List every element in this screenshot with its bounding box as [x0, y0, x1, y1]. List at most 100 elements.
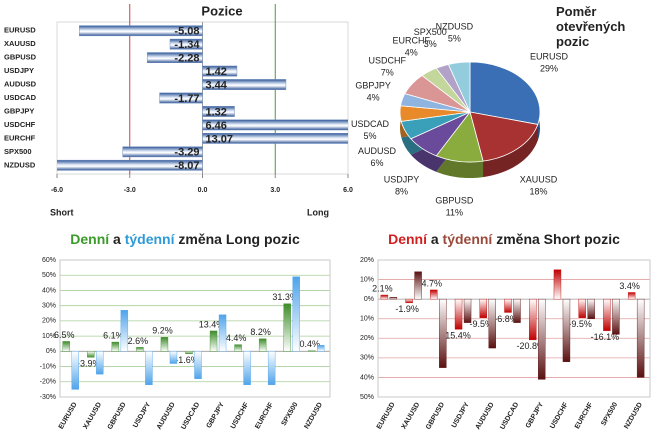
bar — [283, 303, 291, 352]
x-tick-label: SPX500 — [281, 401, 300, 427]
x-tick-label: USDJPY — [451, 401, 471, 429]
y-tick-label: 30% — [360, 355, 374, 362]
slice-value: 5% — [448, 33, 461, 43]
slice-value: 8% — [395, 187, 408, 197]
y-tick-label: 60% — [42, 257, 56, 264]
x-tick-label: NZDUSD — [623, 401, 644, 430]
y-tick-label: 40% — [42, 287, 56, 294]
category-label: EURUSD — [4, 26, 36, 35]
bar — [234, 344, 242, 352]
x-tick-label: AUDUSD — [156, 401, 177, 430]
value-label: 3.44 — [206, 79, 228, 91]
slice-name: GBPUSD — [435, 195, 474, 205]
value-label: -3.29 — [174, 147, 199, 159]
slice-name: USDJPY — [384, 175, 420, 185]
bar — [317, 345, 325, 352]
title-part: a — [113, 231, 121, 247]
bar — [258, 338, 267, 352]
x-tick-label: SPX500 — [600, 401, 619, 427]
slice-value: 4% — [367, 92, 380, 102]
bar — [146, 52, 203, 63]
long-label: Long — [307, 207, 329, 217]
value-label: 31.3% — [272, 292, 298, 302]
bar — [57, 159, 203, 171]
slice-value: 5% — [364, 131, 377, 141]
bar — [96, 351, 104, 375]
plot-frame — [59, 259, 331, 398]
bar — [202, 106, 235, 117]
x-tick-label: GBPJPY — [525, 401, 545, 429]
x-tick-label: 0.0 — [198, 187, 208, 194]
slice-name: USDCAD — [351, 119, 390, 129]
category-label: EURCHF — [4, 133, 36, 142]
value-label: -20.8% — [516, 341, 545, 351]
value-label: -1.77 — [174, 93, 199, 105]
bar — [430, 289, 438, 300]
slice-name: EURCHF — [392, 36, 430, 46]
y-tick-label: 50% — [42, 272, 56, 279]
bar — [159, 92, 203, 104]
y-tick-label: 20% — [360, 257, 374, 264]
title-part: týdenní — [443, 231, 494, 247]
x-tick-label: XAUUSD — [401, 401, 422, 430]
category-label: USDCHF — [4, 120, 36, 129]
bar — [454, 298, 463, 330]
bar — [603, 298, 611, 331]
slice-name: SPX500 — [414, 27, 447, 37]
category-label: XAUUSD — [4, 39, 36, 48]
bar — [479, 298, 487, 318]
y-tick-label: 20% — [360, 335, 374, 342]
slice-value: 7% — [381, 67, 394, 77]
bar — [122, 146, 203, 158]
bar — [405, 298, 413, 304]
value-label: 1.42 — [206, 66, 227, 78]
slice-name: XAUUSD — [520, 175, 558, 185]
bar — [145, 351, 153, 386]
y-tick-label: -10% — [40, 363, 56, 370]
category-label: SPX500 — [4, 147, 32, 156]
y-tick-label: 10% — [360, 276, 374, 283]
x-tick-label: EURCHF — [254, 401, 275, 430]
y-tick-label: -30% — [40, 394, 56, 401]
value-label: 13.4% — [199, 319, 225, 329]
bar — [627, 292, 636, 300]
bar — [439, 298, 447, 368]
bar — [504, 298, 512, 313]
slice-value: 6% — [371, 158, 384, 168]
y-tick-label: 30% — [42, 303, 56, 310]
slice-name: USDCHF — [369, 55, 407, 65]
bar — [202, 133, 348, 144]
slice-name: NZDUSD — [436, 21, 474, 31]
title-part: Denní — [388, 231, 428, 247]
bar — [71, 351, 79, 390]
bar — [87, 351, 95, 358]
bar — [553, 269, 562, 300]
value-label: 9.2% — [152, 326, 173, 336]
bar — [136, 347, 144, 352]
bar — [160, 337, 169, 352]
bar — [185, 351, 193, 354]
bar — [169, 351, 178, 364]
bar — [636, 298, 645, 378]
x-tick-label: USDCHF — [230, 401, 251, 430]
value-label: 3.4% — [619, 281, 640, 291]
category-label: GBPUSD — [4, 53, 37, 62]
value-label: -15.4% — [442, 331, 471, 341]
slice-value: 29% — [540, 63, 558, 73]
category-label: NZDUSD — [4, 160, 36, 169]
chart-title: Pozice — [201, 3, 242, 18]
x-tick-label: AUDUSD — [475, 401, 496, 430]
slice — [447, 61, 471, 113]
slice-value: 3% — [424, 39, 437, 49]
chart-title: Denní a týdenní změna Long pozic — [70, 231, 300, 247]
bar — [488, 298, 496, 349]
y-tick-label: 20% — [42, 318, 56, 325]
value-label: -8.07 — [174, 160, 199, 172]
bar — [380, 294, 389, 300]
bar — [538, 298, 546, 380]
x-tick-label: EURCHF — [574, 401, 595, 430]
x-tick-label: GBPUSD — [107, 401, 128, 430]
bar — [267, 351, 276, 386]
bar — [62, 341, 70, 352]
